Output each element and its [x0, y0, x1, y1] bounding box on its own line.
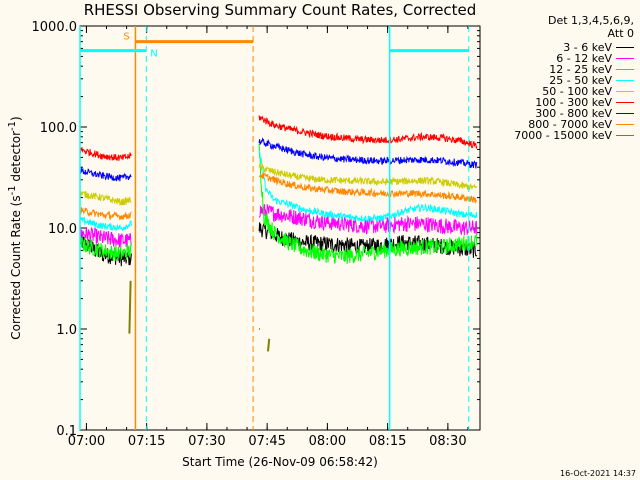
legend: 3 - 6 keV 6 - 12 keV 12 - 25 keV 25 - 50 ke… — [480, 41, 640, 142]
legend-entry: 7000 - 15000 keV — [480, 129, 640, 142]
y-tick-label: 1.0 — [56, 323, 77, 338]
series-line — [258, 204, 478, 236]
legend-entry: 300 - 800 keV — [480, 107, 640, 120]
y-tick-label: 10.0 — [48, 222, 77, 237]
legend-swatch — [616, 102, 634, 103]
legend-swatch — [616, 69, 634, 70]
series-line — [258, 137, 478, 169]
legend-entry: 800 - 7000 keV — [480, 118, 640, 131]
y-tick-label: 1000.0 — [32, 20, 78, 35]
series-line — [267, 338, 271, 352]
legend-swatch — [616, 135, 634, 136]
y-axis-title-main: Corrected Count Rate (s — [9, 195, 23, 340]
legend-entry: 12 - 25 keV — [480, 63, 640, 76]
series-line — [79, 226, 132, 248]
legend-entry: 50 - 100 keV — [480, 85, 640, 98]
x-tick-label: 07:15 — [128, 434, 165, 449]
series-line — [128, 280, 132, 334]
legend-entry: 100 - 300 keV — [480, 96, 640, 109]
legend-entry: 3 - 6 keV — [480, 41, 640, 54]
x-tick-label: 08:30 — [429, 434, 466, 449]
x-tick-label: 07:00 — [68, 434, 105, 449]
legend-header-line-2: Att 0 — [607, 27, 634, 40]
series-line — [258, 149, 478, 224]
x-axis-title: Start Time (26-Nov-09 06:58:42) — [182, 455, 378, 469]
x-tick-label: 07:45 — [248, 434, 285, 449]
flag-label: N — [150, 49, 157, 60]
y-axis-title-end: ) — [9, 116, 23, 121]
y-tick-label: 0.1 — [56, 424, 77, 439]
legend-entry-label: 50 - 100 keV — [542, 85, 612, 98]
series-line — [79, 167, 132, 182]
series-line — [258, 163, 478, 190]
y-axis-title: Corrected Count Rate (s-1 detector-1) — [7, 116, 23, 339]
legend-header: Det 1,3,4,5,6,9, Att 0 — [484, 14, 634, 40]
flag-label: S — [123, 32, 129, 43]
legend-swatch — [616, 124, 634, 125]
legend-swatch — [616, 47, 634, 48]
legend-swatch — [616, 91, 634, 92]
legend-header-line-1: Det 1,3,4,5,6,9, — [547, 14, 634, 27]
series-line — [79, 190, 132, 206]
legend-entry-label: 25 - 50 keV — [549, 74, 612, 87]
series-line — [258, 172, 477, 204]
legend-entry: 25 - 50 keV — [480, 74, 640, 87]
y-axis-title-sup-2: -1 — [7, 120, 18, 131]
legend-entry-label: 800 - 7000 keV — [528, 118, 612, 131]
legend-entry-label: 300 - 800 keV — [535, 107, 612, 120]
series-line — [79, 147, 132, 161]
x-tick-label: 08:15 — [369, 434, 406, 449]
chart-title: RHESSI Observing Summary Count Rates, Co… — [83, 1, 477, 19]
series-line — [79, 236, 132, 262]
x-tick-label: 08:00 — [309, 434, 346, 449]
series-line — [79, 207, 132, 221]
legend-entry-label: 7000 - 15000 keV — [514, 129, 612, 142]
y-axis-title-mid: detector — [9, 130, 23, 186]
legend-entry-label: 12 - 25 keV — [549, 63, 612, 76]
legend-entry: 6 - 12 keV — [480, 52, 640, 65]
legend-entry-label: 100 - 300 keV — [535, 96, 612, 109]
series-line — [258, 143, 478, 264]
legend-entry-label: 6 - 12 keV — [556, 52, 612, 65]
series-line — [79, 216, 132, 232]
legend-entry-label: 3 - 6 keV — [563, 41, 612, 54]
y-tick-label: 100.0 — [40, 121, 77, 136]
generation-timestamp: 16-Oct-2021 14:37 — [560, 469, 636, 478]
plot-frame — [79, 25, 481, 431]
series-line — [79, 233, 132, 267]
legend-swatch — [616, 80, 634, 81]
y-axis-title-sup-1: -1 — [7, 185, 18, 196]
legend-swatch — [616, 58, 634, 59]
legend-swatch — [616, 113, 634, 114]
series-line — [258, 115, 478, 149]
x-tick-label: 07:30 — [188, 434, 225, 449]
